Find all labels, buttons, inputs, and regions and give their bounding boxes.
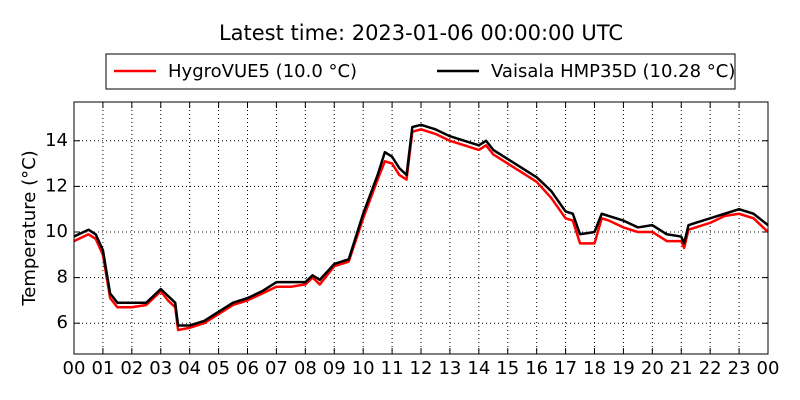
x-tick-label: 12 <box>410 358 433 379</box>
x-tick-label: 06 <box>236 358 259 379</box>
x-tick-label: 15 <box>496 358 519 379</box>
x-tick-label: 10 <box>352 358 375 379</box>
legend-label: Vaisala HMP35D (10.28 °C) <box>491 61 735 82</box>
x-tick-label: 01 <box>91 358 114 379</box>
y-tick-label: 12 <box>45 175 68 196</box>
x-tick-label: 16 <box>525 358 548 379</box>
x-tick-label: 07 <box>265 358 288 379</box>
line-series <box>73 123 769 327</box>
chart-title: Latest time: 2023-01-06 00:00:00 UTC <box>219 21 623 45</box>
x-tick-label: 18 <box>583 358 606 379</box>
y-tick-label: 10 <box>45 221 68 242</box>
y-tick-label: 14 <box>45 130 68 151</box>
legend-label: HygroVUE5 (10.0 °C) <box>168 61 357 82</box>
x-tick-label: 03 <box>149 358 172 379</box>
x-tick-label: 00 <box>63 358 86 379</box>
x-tick-label: 04 <box>178 358 201 379</box>
x-tick-label: 22 <box>699 358 722 379</box>
x-tick-label: 21 <box>670 358 693 379</box>
plot-frame <box>73 101 769 355</box>
line-series <box>73 128 769 332</box>
x-tick-label: 02 <box>120 358 143 379</box>
legend <box>105 53 736 90</box>
y-axis-label: Temperature (°C) <box>19 150 40 306</box>
x-tick-label: 14 <box>467 358 490 379</box>
x-tick-label: 05 <box>207 358 230 379</box>
x-tick-label: 13 <box>438 358 461 379</box>
x-tick-label: 20 <box>641 358 664 379</box>
x-tick-label: 00 <box>757 358 780 379</box>
y-tick-label: 6 <box>57 312 68 333</box>
x-tick-label: 17 <box>554 358 577 379</box>
x-tick-label: 09 <box>323 358 346 379</box>
x-tick-label: 08 <box>294 358 317 379</box>
y-tick-label: 8 <box>57 267 68 288</box>
x-tick-label: 11 <box>381 358 404 379</box>
x-tick-label: 23 <box>728 358 751 379</box>
x-tick-label: 19 <box>612 358 635 379</box>
